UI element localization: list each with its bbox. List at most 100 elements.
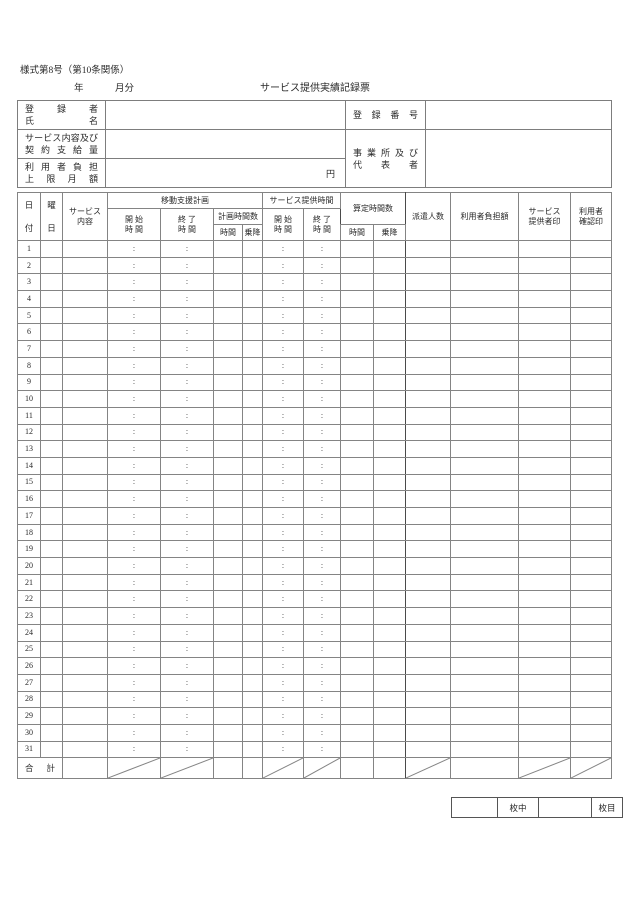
service-content-cell	[62, 523, 108, 542]
user-charge-cell	[450, 557, 519, 575]
calc-hours-cell	[340, 240, 374, 258]
calc-boarding-cell	[373, 573, 406, 592]
plan-boarding-cell	[242, 456, 263, 475]
service-end-time-cell: :	[303, 723, 341, 742]
plan-end-time-cell: :	[160, 607, 214, 625]
provider-seal-cell	[518, 657, 571, 675]
plan-hours-cell	[213, 406, 243, 425]
service-start-time-cell: :	[262, 607, 304, 625]
plan-hours-cell	[213, 690, 243, 709]
registration-number-label: 登 録 番 号	[345, 100, 426, 130]
provider-seal-cell	[518, 623, 571, 642]
plan-end-time-cell: :	[160, 740, 214, 759]
record-table: 日 付 曜 日 サービス 内容 移動支援計画 サービス提供時間 算定時間数 派遣…	[17, 192, 612, 780]
weekday-cell	[40, 390, 63, 408]
plan-boarding-cell	[242, 523, 263, 542]
dispatch-count-cell	[405, 423, 451, 442]
plan-hours-cell	[213, 340, 243, 358]
dispatch-count-cell	[405, 323, 451, 342]
service-start-time-cell: :	[262, 573, 304, 592]
plan-hours-cell	[213, 306, 243, 325]
service-content-cell	[62, 256, 108, 275]
calc-hours-cell	[340, 423, 374, 442]
calc-boarding-cell	[373, 507, 406, 525]
provider-seal-cell	[518, 406, 571, 425]
service-start-time-cell: :	[262, 657, 304, 675]
plan-boarding-cell	[242, 256, 263, 275]
service-end-time-cell: :	[303, 340, 341, 358]
service-end-time-cell: :	[303, 406, 341, 425]
plan-hours-cell	[213, 657, 243, 675]
record-row: 1::::	[17, 240, 612, 258]
plan-start-time-cell: :	[107, 623, 161, 642]
record-row: 24::::	[17, 623, 612, 642]
service-content-value	[105, 129, 346, 159]
weekday-cell	[40, 340, 63, 358]
user-charge-cell	[450, 690, 519, 709]
plan-start-time-cell: :	[107, 356, 161, 375]
plan-boarding-cell	[242, 490, 263, 508]
plan-start-time-cell: :	[107, 406, 161, 425]
plan-boarding-cell	[242, 406, 263, 425]
calc-hours-cell	[340, 707, 374, 725]
plan-start-time-cell: :	[107, 273, 161, 292]
service-end-time-cell: :	[303, 323, 341, 342]
calc-boarding-cell	[373, 623, 406, 642]
calc-hours-cell	[340, 256, 374, 275]
service-end-time-cell: :	[303, 690, 341, 709]
service-end-time-cell: :	[303, 623, 341, 642]
plan-boarding-cell	[242, 323, 263, 342]
info-box: 登 録 者 氏 名 登 録 番 号 サービス内容及び 契 約 支 給 量 事 業…	[17, 100, 612, 188]
calc-hours-cell	[340, 323, 374, 342]
sheet-number-value	[538, 798, 591, 817]
plan-hours-cell	[213, 390, 243, 408]
day-cell: 14	[17, 456, 41, 475]
record-row: 5::::	[17, 306, 612, 325]
service-end-time-cell: :	[303, 490, 341, 508]
plan-boarding-cell	[242, 607, 263, 625]
dispatch-count-cell	[405, 540, 451, 559]
user-charge-cell	[450, 607, 519, 625]
provider-seal-cell	[518, 673, 571, 692]
service-end-time-cell: :	[303, 557, 341, 575]
page-count-box: 枚中 枚目	[451, 797, 623, 818]
user-confirm-seal-cell	[570, 306, 612, 325]
plan-start-time-cell: :	[107, 473, 161, 492]
calc-hours-cell	[340, 356, 374, 375]
calc-boarding-cell	[373, 256, 406, 275]
provider-seal-header: サービス 提供者印	[518, 192, 571, 241]
service-content-cell	[62, 390, 108, 408]
plan-end-time-cell: :	[160, 657, 214, 675]
calc-boarding-cell	[373, 306, 406, 325]
record-row: 8::::	[17, 356, 612, 375]
day-cell: 25	[17, 640, 41, 659]
plan-end-time-cell: :	[160, 340, 214, 358]
service-start-time-cell: :	[262, 406, 304, 425]
calc-boarding-cell	[373, 290, 406, 308]
user-charge-cell	[450, 256, 519, 275]
calc-boarding-cell	[373, 723, 406, 742]
calc-boarding-cell	[373, 607, 406, 625]
day-cell: 4	[17, 290, 41, 308]
registrant-name-value	[105, 100, 346, 130]
plan-start-time-cell: :	[107, 373, 161, 392]
service-content-cell	[62, 290, 108, 308]
plan-start-time-cell: :	[107, 290, 161, 308]
service-content-cell	[62, 707, 108, 725]
day-cell: 31	[17, 740, 41, 759]
user-confirm-seal-cell	[570, 707, 612, 725]
plan-boarding-cell	[242, 306, 263, 325]
plan-end-time-cell: :	[160, 373, 214, 392]
calc-boarding-cell	[373, 440, 406, 458]
service-start-time-cell: :	[262, 373, 304, 392]
record-row: 6::::	[17, 323, 612, 342]
plan-end-time-cell: :	[160, 256, 214, 275]
plan-end-time-cell: :	[160, 306, 214, 325]
plan-boarding-cell	[242, 440, 263, 458]
sheet-number-label: 枚目	[591, 798, 622, 817]
day-cell: 5	[17, 306, 41, 325]
service-start-time-cell: :	[262, 390, 304, 408]
plan-hours-cell	[213, 540, 243, 559]
calculated-hours-header: 算定時間数	[340, 192, 406, 225]
user-charge-cell	[450, 657, 519, 675]
